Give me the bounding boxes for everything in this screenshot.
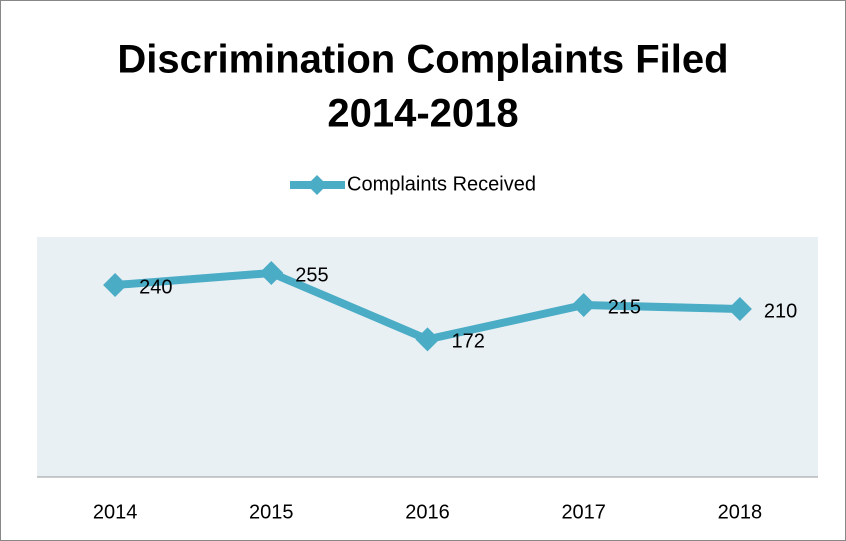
data-label: 255	[295, 264, 328, 286]
legend-marker	[307, 175, 327, 195]
chart-title: 2014-2018	[327, 92, 518, 136]
data-label: 240	[139, 276, 172, 298]
marker	[415, 327, 440, 352]
marker	[727, 297, 752, 321]
legend-label: Complaints Received	[347, 173, 536, 195]
data-label: 215	[608, 296, 641, 318]
x-tick-label: 2015	[249, 501, 294, 523]
marker	[259, 261, 284, 285]
marker	[103, 273, 128, 297]
x-tick-label: 2016	[405, 501, 450, 523]
plot-area	[37, 237, 818, 477]
x-tick-label: 2017	[561, 501, 606, 523]
x-tick-label: 2018	[718, 501, 763, 523]
marker	[571, 293, 596, 317]
data-label: 210	[764, 300, 797, 322]
x-tick-label: 2014	[93, 501, 138, 523]
chart-title: Discrimination Complaints Filed	[117, 38, 728, 82]
data-label: 172	[452, 331, 485, 353]
